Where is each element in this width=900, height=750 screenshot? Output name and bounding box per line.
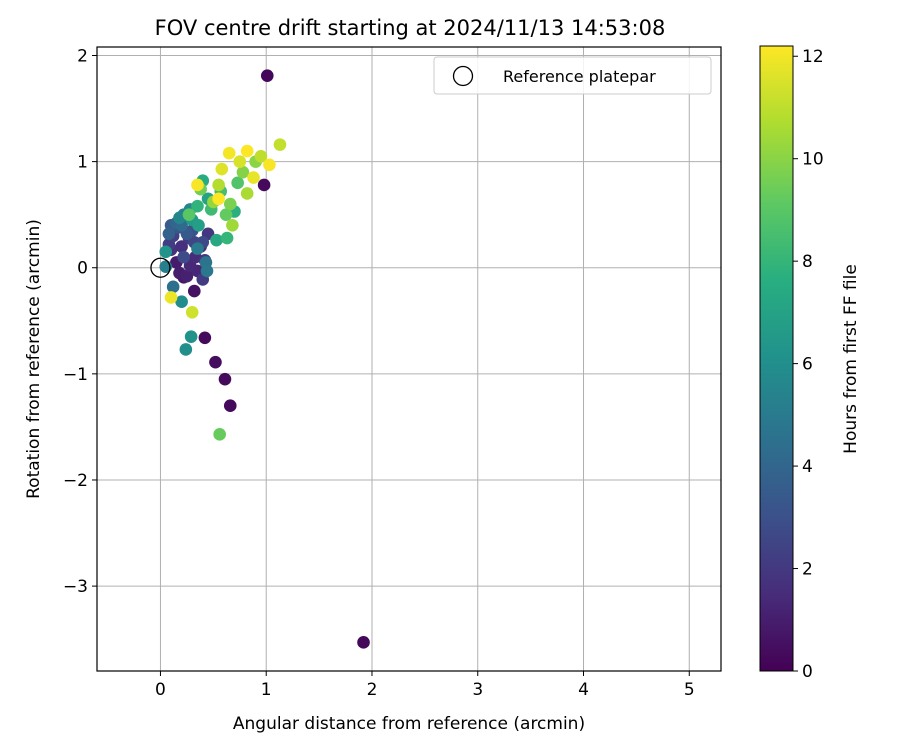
x-tick-label: 3 <box>472 680 483 700</box>
scatter-point <box>236 165 250 179</box>
scatter-point <box>222 146 236 160</box>
scatter-point <box>212 192 225 206</box>
x-tick-label: 1 <box>261 680 272 700</box>
scatter-point <box>215 162 229 176</box>
scatter-point <box>212 178 225 192</box>
scatter-point <box>210 233 223 247</box>
scatter-point <box>164 291 178 304</box>
scatter-point <box>180 269 194 283</box>
scatter-point <box>179 343 193 356</box>
scatter-point <box>200 264 214 278</box>
colorbar-tick-label: 12 <box>802 47 824 67</box>
y-axis-label: Rotation from reference (arcmin) <box>24 219 44 499</box>
scatter-point <box>191 242 204 255</box>
colorbar-tick-label: 0 <box>802 662 813 682</box>
scatter-point <box>175 295 188 308</box>
scatter-point <box>273 138 287 151</box>
legend: Reference platepar <box>433 56 712 95</box>
scatter-point <box>182 208 196 221</box>
legend-marker <box>452 65 474 87</box>
scatter-point <box>233 155 247 168</box>
colorbar-ticks: 0 2 4 6 8 10 12 <box>793 47 824 682</box>
x-axis-ticks: 0 1 2 3 4 5 <box>155 671 695 700</box>
scatter-point <box>177 250 191 264</box>
colorbar-label: Hours from first FF file <box>841 264 861 454</box>
y-tick-label: 2 <box>77 46 88 66</box>
scatter-point <box>231 176 244 190</box>
scatter-point <box>219 208 233 221</box>
scatter-point <box>247 171 260 184</box>
legend-box <box>433 56 712 95</box>
colorbar: 0 2 4 6 8 10 12 Hours from first FF file <box>759 45 861 682</box>
reference-marker <box>150 257 171 278</box>
y-tick-label: −1 <box>63 365 88 385</box>
scatter-point <box>220 231 234 245</box>
grid-lines <box>97 47 721 671</box>
scatter-point <box>192 218 205 232</box>
colorbar-gradient <box>759 45 794 672</box>
chart-title: FOV centre drift starting at 2024/11/13 … <box>155 16 666 40</box>
scatter-point <box>218 372 232 386</box>
reference-platepar-marker <box>150 257 171 278</box>
x-tick-label: 5 <box>684 680 695 700</box>
scatter-point <box>185 306 199 319</box>
colorbar-tick-label: 6 <box>802 355 813 375</box>
legend-label: Reference platepar <box>503 67 656 86</box>
scatter-point <box>223 197 237 211</box>
data-points <box>159 69 370 649</box>
colorbar-tick-label: 10 <box>802 150 824 170</box>
scatter-point <box>162 227 176 241</box>
scatter-point <box>198 331 212 345</box>
scatter-point <box>254 150 268 163</box>
x-axis-label: Angular distance from reference (arcmin) <box>233 714 585 734</box>
x-tick-label: 4 <box>578 680 589 700</box>
plot-frame <box>96 46 722 672</box>
scatter-point <box>226 218 239 232</box>
scatter-point <box>191 199 204 213</box>
y-tick-label: 1 <box>77 153 88 173</box>
scatter-point <box>184 330 198 344</box>
scatter-point <box>257 178 271 192</box>
scatter-point <box>173 211 186 225</box>
scatter-point <box>223 399 237 412</box>
x-tick-label: 0 <box>155 680 166 700</box>
colorbar-tick-label: 8 <box>802 252 813 272</box>
scatter-point <box>260 69 274 82</box>
x-tick-label: 2 <box>367 680 378 700</box>
scatter-point <box>191 178 204 192</box>
scatter-point <box>159 245 173 259</box>
scatter-point <box>240 144 254 158</box>
colorbar-tick-label: 4 <box>802 457 813 477</box>
scatter-point <box>240 187 254 200</box>
scatter-point <box>213 428 226 441</box>
scatter-point <box>263 158 276 172</box>
y-tick-label: −2 <box>63 471 88 491</box>
y-axis-ticks: −3 −2 −1 0 1 2 <box>63 46 97 597</box>
y-tick-label: 0 <box>77 259 88 279</box>
scatter-point <box>166 280 180 294</box>
scatter-point <box>188 284 201 298</box>
scatter-point <box>175 240 188 253</box>
colorbar-tick-label: 2 <box>802 560 813 580</box>
scatter-point <box>209 355 222 369</box>
y-tick-label: −3 <box>63 577 88 597</box>
scatter-point <box>357 636 370 649</box>
